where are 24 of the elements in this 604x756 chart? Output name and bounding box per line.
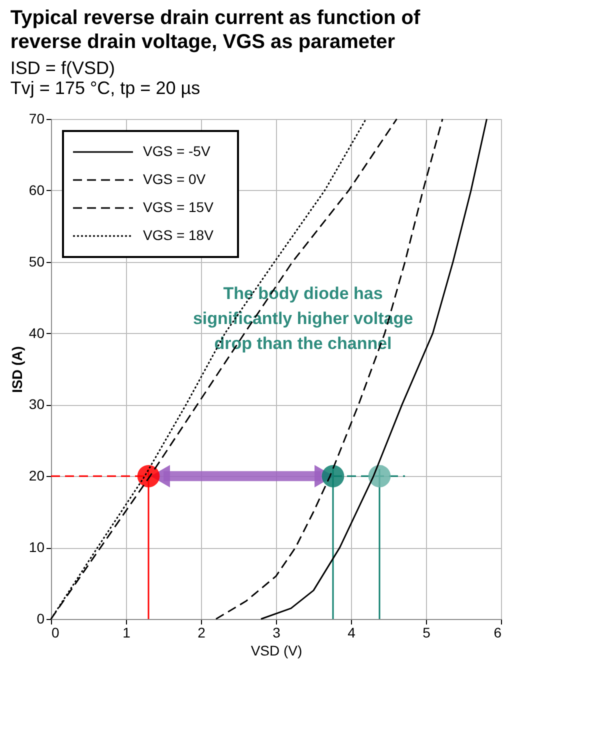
x-tick-label: 4 (348, 624, 356, 640)
y-axis-title: ISD (A) (8, 346, 25, 393)
y-tick-label: 40 (28, 324, 45, 341)
x-tick-label: 0 (52, 624, 60, 640)
y-tick-label: 70 (28, 110, 45, 126)
y-tick-label: 10 (28, 539, 45, 556)
y-tick-label: 20 (28, 468, 45, 484)
legend-label: VGS = -5V (143, 143, 211, 159)
legend-label: VGS = 18V (143, 227, 214, 243)
x-tick-label: 1 (122, 624, 131, 640)
y-tick-label: 60 (28, 182, 45, 198)
text: ISD = f(VSD) (10, 58, 115, 78)
x-tick-label: 2 (198, 624, 206, 640)
text: Tvj = 175 °C, tp = 20 µs (10, 78, 200, 98)
x-axis-title: VSD (V) (250, 642, 302, 658)
x-tick-label: 6 (494, 624, 502, 640)
legend-label: VGS = 0V (143, 171, 206, 187)
y-tick-label: 0 (36, 610, 45, 626)
x-tick-label: 5 (422, 624, 431, 640)
chart-title: Typical reverse drain current as function of reverse drain voltage, VGS as parameter (10, 7, 421, 53)
legend-label: VGS = 15V (143, 199, 214, 215)
y-tick-label: 30 (28, 396, 45, 412)
y-tick-label: 50 (28, 253, 45, 270)
x-tick-label: 3 (272, 624, 281, 640)
